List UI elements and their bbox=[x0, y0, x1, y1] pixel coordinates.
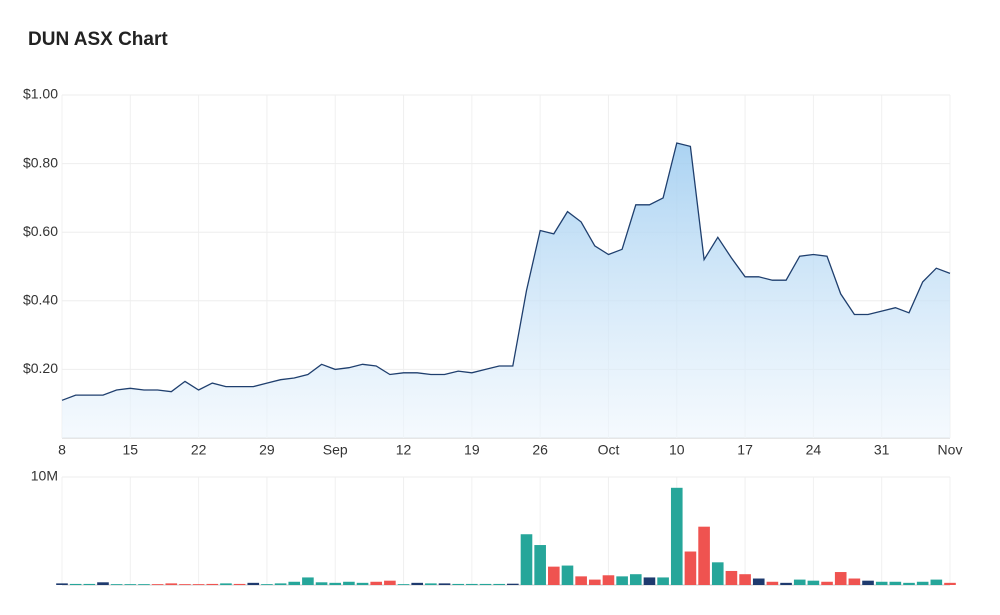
volume-bar bbox=[793, 579, 806, 585]
volume-bar bbox=[766, 581, 779, 585]
volume-bar bbox=[821, 581, 833, 585]
volume-bar bbox=[916, 581, 929, 585]
volume-bar bbox=[356, 582, 369, 585]
volume-bar bbox=[807, 580, 820, 585]
volume-bar bbox=[507, 583, 519, 585]
volume-bar bbox=[124, 584, 137, 585]
volume-bar bbox=[370, 581, 383, 585]
y-tick-label: $0.20 bbox=[23, 360, 58, 376]
volume-bar bbox=[575, 576, 587, 585]
volume-bar bbox=[834, 572, 847, 585]
volume-bar bbox=[616, 576, 628, 585]
x-tick-label: Oct bbox=[598, 442, 620, 458]
volume-bar bbox=[452, 583, 464, 585]
volume-bar bbox=[711, 562, 724, 585]
volume-bar bbox=[466, 583, 478, 585]
volume-bar bbox=[889, 581, 902, 585]
x-tick-label: 15 bbox=[123, 442, 139, 458]
volume-bar bbox=[179, 584, 191, 585]
y-tick-label: $0.40 bbox=[23, 292, 58, 308]
x-tick-label: 8 bbox=[58, 442, 66, 458]
x-tick-label: Sep bbox=[323, 442, 348, 458]
volume-bar bbox=[274, 583, 287, 585]
x-tick-label: 26 bbox=[532, 442, 548, 458]
x-tick-label: 12 bbox=[396, 442, 412, 458]
volume-bar bbox=[220, 583, 232, 585]
volume-bar bbox=[261, 584, 273, 585]
volume-bar bbox=[329, 582, 342, 585]
volume-bar bbox=[69, 583, 82, 585]
volume-bar bbox=[425, 583, 437, 585]
volume-bar bbox=[780, 582, 792, 585]
volume-bar bbox=[479, 583, 492, 585]
x-tick-label: 29 bbox=[259, 442, 275, 458]
volume-bar bbox=[725, 570, 738, 585]
x-tick-label: Nov bbox=[938, 442, 963, 458]
volume-bar bbox=[165, 583, 178, 585]
price-area bbox=[62, 143, 950, 438]
x-tick-label: 22 bbox=[191, 442, 207, 458]
volume-bar bbox=[657, 577, 669, 585]
volume-bar bbox=[752, 578, 765, 585]
x-tick-label: 31 bbox=[874, 442, 890, 458]
volume-bar bbox=[670, 487, 683, 585]
volume-bar bbox=[629, 574, 642, 585]
chart-title: DUN ASX Chart bbox=[28, 29, 168, 50]
volume-bar bbox=[944, 582, 956, 585]
volume-bar bbox=[83, 583, 96, 585]
volume-bar bbox=[110, 584, 123, 585]
volume-bar bbox=[206, 583, 219, 585]
x-tick-label: 19 bbox=[464, 442, 480, 458]
volume-bar bbox=[534, 545, 546, 585]
volume-bar bbox=[438, 583, 451, 585]
volume-bar bbox=[848, 578, 861, 585]
volume-bar bbox=[862, 580, 874, 585]
volume-bar bbox=[602, 575, 615, 585]
volume-bar bbox=[493, 583, 505, 585]
x-tick-label: 17 bbox=[737, 442, 753, 458]
volume-bar bbox=[288, 581, 301, 585]
volume-bar bbox=[875, 581, 888, 585]
volume-bar bbox=[97, 582, 109, 585]
volume-bar bbox=[684, 551, 697, 585]
volume-bar bbox=[739, 574, 751, 585]
volume-bar bbox=[56, 583, 68, 585]
volume-bar bbox=[192, 584, 205, 585]
volume-bar bbox=[643, 577, 656, 585]
y-tick-label: $1.00 bbox=[23, 86, 58, 102]
volume-bar bbox=[151, 584, 164, 585]
volume-bar bbox=[588, 579, 601, 585]
volume-bar bbox=[315, 582, 328, 585]
volume-bar bbox=[302, 577, 314, 585]
volume-bar bbox=[930, 579, 943, 585]
x-tick-label: 24 bbox=[806, 442, 822, 458]
volume-bar bbox=[343, 581, 355, 585]
volume-bar bbox=[411, 582, 424, 585]
volume-bar bbox=[397, 584, 410, 585]
y-tick-label: 10M bbox=[31, 468, 58, 484]
y-tick-label: $0.60 bbox=[23, 223, 58, 239]
y-tick-label: $0.80 bbox=[23, 154, 58, 170]
volume-bar bbox=[384, 580, 396, 585]
volume-bar bbox=[903, 582, 915, 585]
price-line bbox=[61, 142, 951, 401]
volume-bar bbox=[548, 566, 560, 585]
volume-bar bbox=[138, 584, 150, 585]
volume-bar bbox=[233, 583, 246, 585]
volume-bar bbox=[561, 565, 574, 585]
volume-bar bbox=[520, 534, 533, 585]
volume-bar bbox=[247, 582, 260, 585]
x-tick-label: 10 bbox=[669, 442, 685, 458]
volume-bar bbox=[698, 526, 710, 585]
